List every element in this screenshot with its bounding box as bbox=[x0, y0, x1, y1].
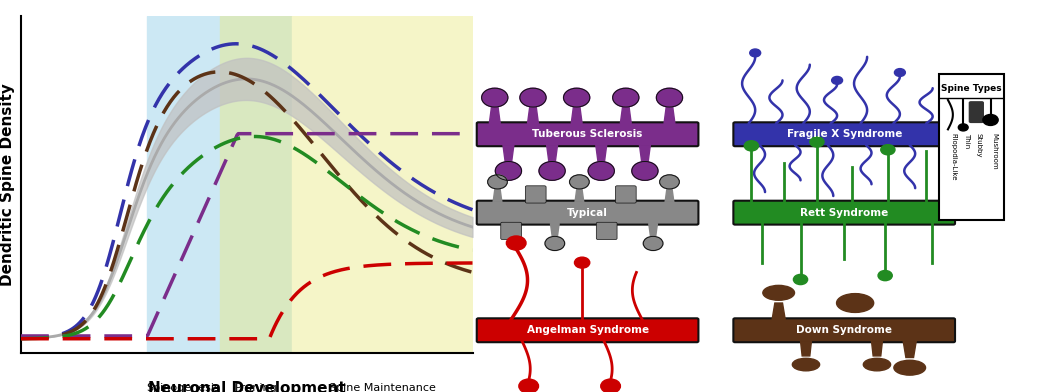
Circle shape bbox=[656, 88, 682, 107]
Polygon shape bbox=[621, 107, 631, 123]
Circle shape bbox=[659, 175, 679, 189]
Text: Mushroom: Mushroom bbox=[991, 133, 997, 170]
Polygon shape bbox=[800, 341, 812, 356]
Circle shape bbox=[564, 88, 590, 107]
FancyBboxPatch shape bbox=[939, 74, 1004, 220]
Text: Stubby: Stubby bbox=[975, 133, 982, 158]
Polygon shape bbox=[550, 223, 560, 236]
Text: Angelman Syndrome: Angelman Syndrome bbox=[526, 325, 649, 335]
Circle shape bbox=[832, 76, 842, 84]
FancyBboxPatch shape bbox=[525, 186, 546, 203]
Polygon shape bbox=[903, 341, 917, 358]
Circle shape bbox=[539, 162, 565, 180]
Circle shape bbox=[632, 162, 658, 180]
Circle shape bbox=[506, 236, 526, 250]
Text: Down Syndrome: Down Syndrome bbox=[796, 325, 892, 335]
Circle shape bbox=[794, 274, 807, 285]
Text: Spinogenesis: Spinogenesis bbox=[147, 383, 220, 392]
Polygon shape bbox=[494, 189, 502, 202]
Polygon shape bbox=[489, 107, 500, 123]
Circle shape bbox=[644, 236, 663, 250]
FancyBboxPatch shape bbox=[615, 186, 636, 203]
Circle shape bbox=[878, 270, 892, 281]
Polygon shape bbox=[595, 145, 607, 162]
Text: Rett Syndrome: Rett Syndrome bbox=[800, 208, 888, 218]
Text: Fragile X Syndrome: Fragile X Syndrome bbox=[786, 129, 902, 139]
Circle shape bbox=[569, 175, 589, 189]
FancyBboxPatch shape bbox=[477, 318, 698, 342]
FancyBboxPatch shape bbox=[501, 222, 522, 240]
Polygon shape bbox=[547, 145, 558, 162]
Circle shape bbox=[519, 379, 539, 392]
Circle shape bbox=[750, 49, 760, 57]
Circle shape bbox=[601, 379, 621, 392]
Circle shape bbox=[545, 236, 565, 250]
FancyBboxPatch shape bbox=[733, 122, 956, 146]
FancyBboxPatch shape bbox=[596, 222, 617, 240]
Circle shape bbox=[983, 114, 999, 125]
Text: Typical: Typical bbox=[567, 208, 608, 218]
Ellipse shape bbox=[863, 358, 890, 371]
Bar bbox=[147, 16, 219, 353]
Polygon shape bbox=[649, 223, 657, 236]
Polygon shape bbox=[664, 107, 675, 123]
Circle shape bbox=[496, 162, 522, 180]
Circle shape bbox=[588, 162, 614, 180]
Text: Filopodia-Like: Filopodia-Like bbox=[950, 133, 957, 181]
FancyBboxPatch shape bbox=[477, 201, 698, 225]
Y-axis label: Dendritic Spine Density: Dendritic Spine Density bbox=[0, 83, 16, 286]
FancyBboxPatch shape bbox=[969, 101, 984, 123]
Circle shape bbox=[487, 175, 507, 189]
Text: Spine Types: Spine Types bbox=[941, 84, 1002, 93]
Text: Tuberous Sclerosis: Tuberous Sclerosis bbox=[532, 129, 643, 139]
Circle shape bbox=[744, 141, 758, 151]
FancyBboxPatch shape bbox=[733, 201, 956, 225]
Bar bbox=[292, 16, 482, 353]
Polygon shape bbox=[639, 145, 650, 162]
FancyBboxPatch shape bbox=[477, 122, 698, 146]
Polygon shape bbox=[665, 189, 674, 202]
X-axis label: Neuronal Development: Neuronal Development bbox=[148, 381, 345, 392]
Ellipse shape bbox=[837, 294, 874, 312]
Bar bbox=[219, 16, 292, 353]
Text: Spine Maintenance: Spine Maintenance bbox=[329, 383, 436, 392]
Circle shape bbox=[482, 88, 508, 107]
Ellipse shape bbox=[793, 358, 820, 371]
Polygon shape bbox=[571, 107, 582, 123]
Polygon shape bbox=[575, 189, 584, 202]
Ellipse shape bbox=[894, 360, 925, 375]
Circle shape bbox=[520, 88, 546, 107]
Circle shape bbox=[895, 69, 905, 76]
FancyBboxPatch shape bbox=[733, 318, 956, 342]
Circle shape bbox=[959, 124, 968, 131]
Polygon shape bbox=[872, 341, 882, 356]
Circle shape bbox=[810, 137, 824, 147]
Circle shape bbox=[574, 257, 590, 268]
Polygon shape bbox=[527, 107, 539, 123]
Text: Pruning: Pruning bbox=[234, 383, 277, 392]
Polygon shape bbox=[772, 303, 785, 319]
Circle shape bbox=[613, 88, 638, 107]
Text: Thin: Thin bbox=[964, 133, 970, 149]
Polygon shape bbox=[503, 145, 513, 162]
Ellipse shape bbox=[763, 285, 795, 300]
Circle shape bbox=[881, 145, 895, 155]
